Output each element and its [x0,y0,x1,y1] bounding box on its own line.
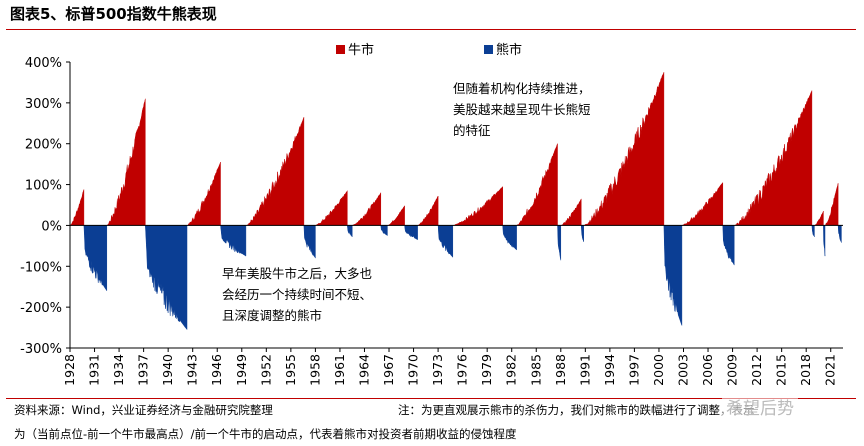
bear-episode-2 [145,225,188,331]
x-tick-label: 1979 [479,354,494,386]
bear-episode-13 [722,225,735,266]
x-tick-label: 1958 [307,354,322,386]
bull-episode-13 [681,181,724,226]
x-tick-label: 1961 [332,354,347,386]
x-tick-label: 2000 [651,354,666,386]
ann1-line-3: 且深度调整的熊市 [222,308,322,323]
x-tick-label: 1955 [283,354,298,386]
x-tick-label: 1970 [406,354,421,386]
bull-episode-2 [106,98,146,226]
source-note: 资料来源：Wind，兴业证券经济与金融研究院整理 [14,403,273,417]
x-tick-label: 2003 [675,354,690,386]
bear-episode-12 [663,225,683,326]
bear-episode-14 [811,225,815,237]
x-tick-label: 1997 [626,354,641,386]
x-tick-label: 1967 [381,354,396,386]
bear-episode-15 [823,225,826,257]
bear-episode-10 [557,225,562,261]
x-tick-label: 1937 [136,354,151,386]
ann1-line-1: 早年美股牛市之后，大多也 [222,266,372,281]
bull-episode-3 [186,162,221,226]
bear-episode-3 [220,225,247,257]
ann2-line-1: 但随着机构化持续推进， [453,81,591,96]
bull-episode-16 [824,183,839,226]
legend-label-bull: 牛市 [348,42,374,58]
bear-episode-8 [437,225,454,258]
bull-episode-8 [417,195,439,226]
x-tick-label: 1940 [160,354,175,386]
x-tick-label: 1982 [504,354,519,386]
x-tick-label: 2018 [798,354,813,386]
ann2-line-3: 的特征 [453,123,491,138]
x-tick-label: 2006 [700,354,715,386]
bear-episode-6 [380,225,388,237]
x-tick-label: 1988 [553,354,568,386]
bull-episode-11 [560,198,582,226]
x-tick-label: 2015 [774,354,789,386]
ann1-line-2: 会经历一个持续时间不短、 [222,287,372,302]
x-tick-label: 1931 [87,354,102,386]
bear-episode-11 [580,225,584,242]
footer-divider [6,398,856,399]
watermark: 希望后势 [722,394,798,419]
bull-episode-12 [583,72,665,226]
legend-swatch-bear [484,45,493,54]
x-tick-label: 1985 [528,354,543,386]
bull-bear-chart: 400% 300% 200% 100% 0% -100% -200% -300%1928 193… [20,42,843,386]
x-tick-label: 1973 [430,354,445,386]
x-tick-label: 1976 [455,354,470,386]
bull-episode-15 [814,211,824,226]
bear-episode-9 [502,225,517,251]
bull-episode-5 [315,189,348,226]
bear-episode-5 [347,225,353,238]
x-tick-label: 1949 [234,354,249,386]
bull-episode-6 [352,191,382,226]
bull-episode-10 [515,143,558,226]
legend-label-bear: 熊市 [496,42,522,58]
y-tick-label: -200% [20,301,62,316]
x-tick-label: 1994 [602,354,617,386]
x-tick-label: 2009 [725,354,740,386]
bull-episode-4 [245,117,305,226]
x-tick-label: 1946 [209,354,224,386]
x-tick-label: 1943 [185,354,200,386]
y-tick-label: -100% [20,260,62,275]
ann2-line-2: 美股越来越呈现牛长熊短 [453,102,591,117]
x-tick-label: 1991 [577,354,592,386]
y-tick-label: 200% [25,138,62,153]
x-tick-label: 1952 [258,354,273,386]
x-tick-label: 1964 [356,354,371,386]
x-tick-label: 1934 [111,354,126,386]
figure-title: 图表5、标普500指数牛熊表现 [10,5,217,23]
title-divider [6,29,856,30]
y-tick-label: 400% [25,56,62,71]
y-tick-label: -300% [20,342,62,357]
x-tick-label: 1928 [62,354,77,386]
bear-episode-16 [837,225,842,243]
bull-episode-7 [387,204,405,226]
bull-episode-1 [69,189,85,226]
y-tick-label: 300% [25,97,62,112]
bull-episode-9 [452,185,503,226]
bear-episode-1 [83,225,108,292]
method-note-line2: 为（当前点位-前一个牛市最高点）/前一个牛市的启动点，代表着熊市对投资者前期收益… [14,427,517,441]
method-note-line1: 注：为更直观展示熊市的杀伤力，我们对熊市的跌幅进行了调整，表示 [398,403,755,417]
x-tick-label: 2021 [823,354,838,386]
y-tick-label: 0% [41,219,62,234]
bull-episode-14 [734,90,813,226]
bear-episode-4 [303,225,316,259]
legend-swatch-bull [336,45,345,54]
y-tick-label: 100% [25,179,62,194]
bear-episode-7 [404,225,418,241]
x-tick-label: 2012 [749,354,764,386]
